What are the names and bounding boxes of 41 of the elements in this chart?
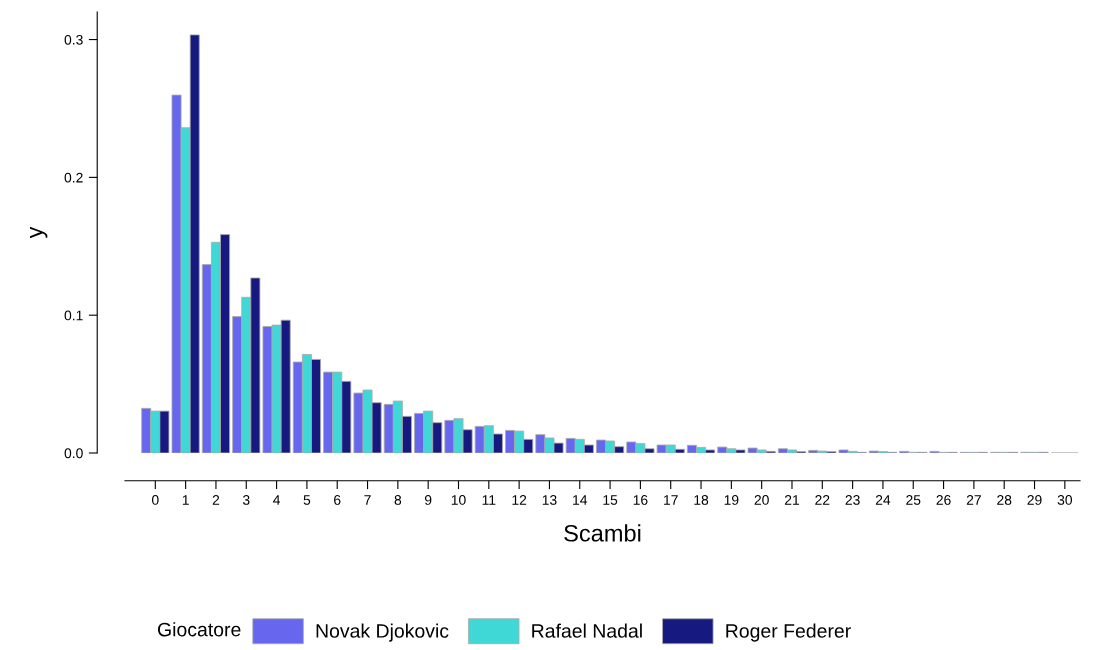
x-tick-label: 27 <box>966 495 981 505</box>
x-axis-title: Scambi <box>564 524 641 542</box>
x-tick-label: 24 <box>875 495 891 505</box>
x-tick-label: 28 <box>997 495 1012 505</box>
x-tick-label: 17 <box>664 495 678 505</box>
x-tick-label: 8 <box>394 495 402 505</box>
x-tick-label: 10 <box>451 495 466 505</box>
x-tick-label: 2 <box>212 495 220 505</box>
x-tick-label: 23 <box>845 495 860 505</box>
legend-label: Rafael Nadal <box>532 623 642 638</box>
x-tick-label: 18 <box>694 495 709 505</box>
x-tick-label: 20 <box>754 495 769 505</box>
y-tick-label: 0.1 <box>64 310 83 321</box>
y-tick-label: 0.0 <box>64 448 83 459</box>
x-tick-label: 1 <box>182 495 189 505</box>
x-tick-label: 15 <box>603 495 618 505</box>
x-tick-label: 11 <box>482 495 496 505</box>
legend-label: Roger Federer <box>726 623 851 642</box>
x-tick-label: 13 <box>542 495 557 505</box>
x-tick-label: 29 <box>1027 495 1042 505</box>
x-tick-label: 19 <box>724 495 739 505</box>
x-tick-label: 26 <box>936 495 951 505</box>
legend-label: Novak Djokovic <box>316 623 449 642</box>
x-tick-label: 4 <box>273 495 281 505</box>
x-tick-label: 3 <box>242 495 250 505</box>
x-tick-label: 6 <box>334 495 341 505</box>
x-tick-label: 7 <box>364 495 371 505</box>
x-tick-label: 16 <box>633 495 648 505</box>
y-axis-title: y <box>29 226 48 239</box>
x-tick-label: 25 <box>906 495 921 505</box>
x-tick-label: 9 <box>424 495 432 505</box>
x-tick-label: 14 <box>573 495 588 505</box>
x-tick-label: 22 <box>815 495 830 505</box>
legend-title: Giocatore <box>158 622 241 637</box>
x-tick-label: 5 <box>303 495 311 505</box>
x-tick-label: 21 <box>784 495 800 505</box>
x-tick-label: 30 <box>1057 495 1073 505</box>
y-tick-label: 0.3 <box>64 34 83 45</box>
x-tick-label: 12 <box>512 495 527 505</box>
y-tick-label: 0.2 <box>64 172 83 183</box>
x-tick-label: 0 <box>152 495 159 505</box>
